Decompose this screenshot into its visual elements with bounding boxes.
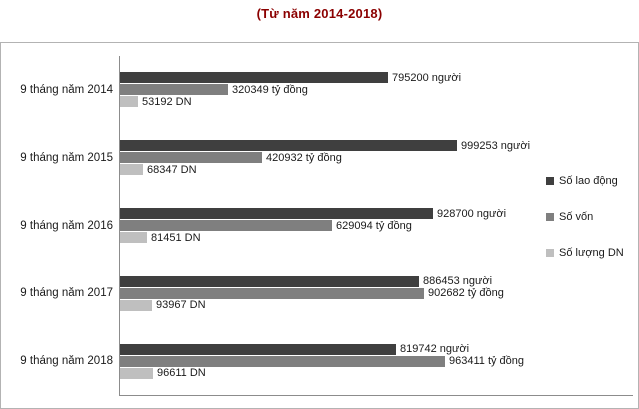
- bar-value-label: 81451 DN: [151, 231, 201, 244]
- bar-value-label: 999253 người: [461, 139, 531, 152]
- bar-value-label: 93967 DN: [156, 299, 206, 312]
- bar-value-label: 420932 tỷ đồng: [266, 151, 342, 164]
- bar-von: [120, 287, 424, 299]
- legend: Số lao động Số vốn Số lượng DN: [546, 175, 624, 283]
- bar-value-label: 53192 DN: [142, 95, 192, 108]
- bar-lao-dong: [120, 275, 419, 287]
- legend-label: Số lượng DN: [559, 247, 624, 259]
- category-label: 9 tháng năm 2018: [20, 355, 113, 368]
- bar-value-label: 795200 người: [392, 71, 462, 84]
- y-axis-line: [119, 56, 120, 396]
- bar-value-label: 68347 DN: [147, 163, 197, 176]
- category-label: 9 tháng năm 2014: [20, 83, 113, 96]
- bar-luong-dn: [120, 164, 143, 176]
- bar-von: [120, 220, 332, 231]
- bar-luong-dn: [120, 96, 138, 108]
- bar-lao-dong: [120, 72, 388, 84]
- bar-value-label: 902682 tỷ đồng: [428, 287, 504, 300]
- bar-value-label: 629094 tỷ đồng: [336, 219, 412, 232]
- legend-item: Số lượng DN: [546, 247, 624, 259]
- category-label: 9 tháng năm 2015: [20, 151, 113, 164]
- bar-lao-dong: [120, 343, 396, 355]
- bar-lao-dong: [120, 140, 457, 152]
- bar-luong-dn: [120, 299, 152, 311]
- bar-lao-dong: [120, 208, 433, 219]
- bar-von: [120, 84, 228, 96]
- bar-luong-dn: [120, 367, 153, 379]
- chart-frame: 9 tháng năm 2014 795200 người 320349 tỷ đồ…: [0, 42, 639, 409]
- bar-von: [120, 152, 262, 164]
- bar-value-label: 928700 người: [437, 207, 507, 220]
- legend-swatch-icon: [546, 177, 554, 185]
- legend-item: Số vốn: [546, 211, 624, 223]
- bar-value-label: 963411 tỷ đồng: [449, 355, 525, 368]
- bar-value-label: 819742 người: [400, 343, 470, 356]
- bar-von: [120, 355, 445, 367]
- bar-value-label: 96611 DN: [157, 367, 206, 380]
- bar-value-label: 886453 người: [423, 275, 493, 288]
- category-label: 9 tháng năm 2017: [20, 287, 113, 300]
- legend-label: Số lao động: [559, 175, 618, 187]
- bar-value-label: 320349 tỷ đồng: [232, 83, 308, 96]
- legend-swatch-icon: [546, 249, 554, 257]
- legend-label: Số vốn: [559, 211, 594, 223]
- legend-swatch-icon: [546, 213, 554, 221]
- chart-title: (Từ năm 2014-2018): [256, 6, 383, 21]
- bar-luong-dn: [120, 232, 147, 243]
- legend-item: Số lao động: [546, 175, 624, 187]
- x-axis-line: [119, 395, 633, 396]
- category-label: 9 tháng năm 2016: [20, 219, 113, 232]
